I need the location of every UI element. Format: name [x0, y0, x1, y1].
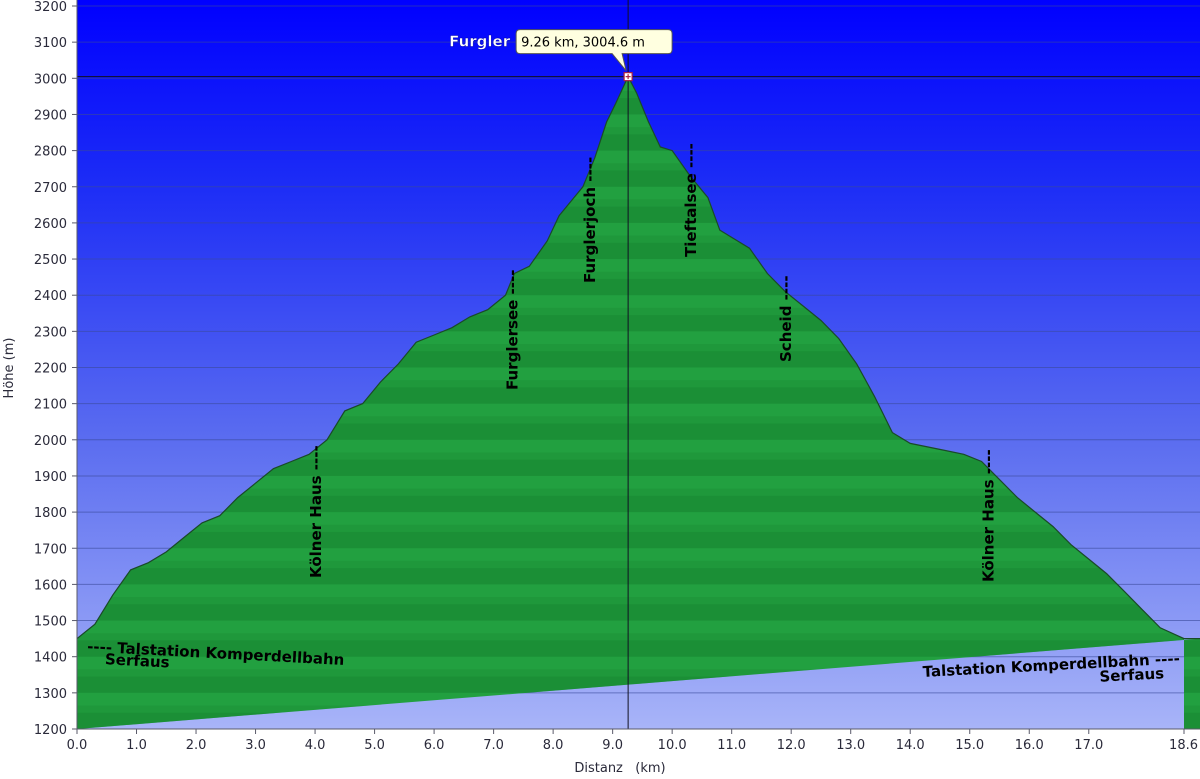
- y-tick-label: 2800: [34, 145, 67, 160]
- summit-name-label: Furgler: [449, 33, 511, 51]
- y-tick-label: 2500: [34, 253, 67, 268]
- area-band-soft: [77, 307, 1200, 316]
- y-tick-label: 1300: [34, 687, 67, 702]
- area-band: [77, 459, 1200, 476]
- x-axis-ticks: 0.0 1.0 2.0 3.0 4.0 5.0 6.0 7.0 8.0 9.0 10.0 11.0 12…: [67, 729, 1198, 753]
- x-tick-label: 15.0: [955, 738, 984, 753]
- area-band-soft: [77, 633, 1200, 641]
- area-band-soft: [77, 416, 1200, 424]
- area-band-soft: [77, 163, 1200, 171]
- area-band: [77, 604, 1200, 621]
- y-tick-label: 1800: [34, 506, 67, 521]
- y-tick-label: 1200: [34, 723, 67, 738]
- x-tick-label: 14.0: [896, 738, 925, 753]
- waypoint-label: Serfaus: [105, 650, 171, 671]
- area-band: [77, 495, 1200, 513]
- y-axis-ticks: 1200 1300 1400 1500 1600 1700 1800 1900 2000 2100…: [34, 0, 77, 738]
- elevation-area-fill: [77, 76, 1200, 729]
- x-tick-label: 3.0: [245, 738, 266, 753]
- y-tick-label: 3100: [34, 36, 67, 51]
- waypoint-label: Furglersee ----: [503, 270, 521, 390]
- summit-marker[interactable]: Furgler 9.26 km, 3004.6 m: [449, 29, 673, 82]
- x-axis-title: Distanz (km): [574, 761, 665, 775]
- y-tick-label: 1600: [34, 578, 67, 593]
- tooltip-text: 9.26 km, 3004.6 m: [521, 36, 645, 51]
- x-tick-label: 13.0: [836, 738, 865, 753]
- x-tick-label: 2.0: [186, 738, 207, 753]
- area-band-soft: [77, 488, 1200, 496]
- y-tick-label: 1400: [34, 651, 67, 666]
- x-tick-label: 11.0: [717, 738, 746, 753]
- area-band-soft: [77, 199, 1200, 207]
- y-tick-label: 1500: [34, 615, 67, 630]
- y-tick-label: 3000: [34, 72, 67, 87]
- x-tick-label: 6.0: [424, 738, 445, 753]
- waypoint-label: Furglerjoch ----: [581, 157, 599, 283]
- y-tick-label: 2400: [34, 289, 67, 304]
- y-tick-label: 1700: [34, 542, 67, 557]
- cursor-crosshair: [77, 0, 1200, 729]
- x-tick-label: 8.0: [543, 738, 564, 753]
- x-tick-label: 17.0: [1074, 738, 1103, 753]
- area-band-soft: [77, 524, 1200, 532]
- area-band-soft: [77, 271, 1200, 279]
- waypoint-label: Tieftalsee ----: [682, 143, 700, 257]
- area-band-soft: [77, 560, 1200, 569]
- area-band: [77, 568, 1200, 585]
- waypoint-label: Kölner Haus ----: [307, 445, 325, 578]
- area-band-soft: [77, 127, 1200, 135]
- x-tick-label: 1.0: [126, 738, 147, 753]
- y-tick-label: 2900: [34, 108, 67, 123]
- tooltip-box: [515, 29, 673, 71]
- x-tick-label: 7.0: [483, 738, 504, 753]
- y-tick-label: 2700: [34, 181, 67, 196]
- waypoint-label: Scheid ----: [777, 275, 795, 362]
- y-tick-label: 2600: [34, 217, 67, 232]
- x-tick-label: 16.0: [1015, 738, 1044, 753]
- area-band-soft: [77, 380, 1200, 388]
- waypoint-label: Serfaus: [1099, 664, 1165, 685]
- y-axis-title: Höhe (m): [2, 338, 17, 399]
- x-tick-label: 5.0: [364, 738, 385, 753]
- waypoint-label: Kölner Haus ----: [980, 449, 998, 582]
- y-tick-label: 2000: [34, 434, 67, 449]
- area-band-soft: [77, 669, 1200, 677]
- y-tick-label: 3200: [34, 0, 67, 15]
- area-band-soft: [77, 235, 1200, 243]
- area-band: [77, 531, 1200, 549]
- x-tick-label: 10.0: [658, 738, 687, 753]
- x-tick-label: 0.0: [67, 738, 88, 753]
- area-band-soft: [77, 597, 1200, 605]
- x-tick-label: 12.0: [777, 738, 806, 753]
- y-tick-label: 2100: [34, 398, 67, 413]
- x-tick-label: 4.0: [305, 738, 326, 753]
- y-tick-label: 2200: [34, 362, 67, 377]
- y-tick-label: 2300: [34, 325, 67, 340]
- area-band: [77, 640, 1200, 657]
- area-band-soft: [77, 452, 1200, 460]
- area-band-soft: [77, 344, 1200, 352]
- y-tick-label: 1900: [34, 470, 67, 485]
- x-tick-label: 18.6: [1169, 738, 1198, 753]
- x-tick-label: 9.0: [602, 738, 623, 753]
